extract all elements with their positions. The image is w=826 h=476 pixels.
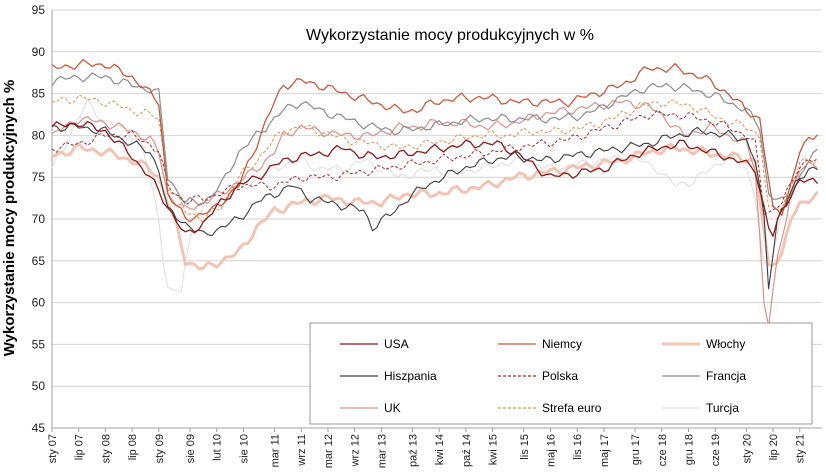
legend-label: Niemcy (542, 337, 582, 351)
x-tick-label: lip 20 (768, 434, 780, 460)
x-tick-label: paź 13 (408, 434, 420, 467)
series-lines (51, 58, 819, 327)
x-tick-label: lis 16 (572, 434, 584, 460)
x-tick-label: lis 15 (519, 434, 531, 460)
x-tick-label: maj 17 (599, 434, 611, 467)
x-tick-label: cze 19 (710, 434, 722, 466)
legend-label: Włochy (706, 337, 745, 351)
x-tick-label: lip 07 (74, 434, 86, 460)
y-tick-label: 90 (32, 45, 46, 59)
x-tick-label: sie 10 (238, 434, 250, 463)
series-line-turcja (51, 98, 818, 293)
x-tick-label: sty 21 (795, 434, 807, 463)
y-tick-label: 50 (32, 379, 46, 393)
x-tick-label: sty 07 (47, 434, 59, 463)
x-tick-label: lip 08 (127, 434, 139, 460)
x-tick-label: lut 10 (212, 434, 224, 461)
y-tick-label: 65 (32, 254, 46, 268)
x-tick-label: gru 18 (683, 434, 695, 465)
y-axis-label: Wykorzystanie mocy produkcyjnych % (1, 80, 18, 356)
y-tick-label: 95 (32, 3, 46, 17)
x-tick-label: mar 11 (270, 434, 282, 467)
y-tick-label: 75 (32, 170, 46, 184)
y-tick-label: 60 (32, 296, 46, 310)
x-tick-label: sty 08 (100, 434, 112, 463)
legend-label: Hiszpania (384, 369, 437, 383)
x-tick-label: sty 20 (741, 434, 753, 463)
y-tick-label: 45 (32, 421, 46, 435)
series-line-niemcy (51, 58, 818, 223)
y-tick-label: 55 (32, 337, 46, 351)
x-tick-label: gru 17 (630, 434, 642, 465)
x-tick-label: kwi 15 (488, 434, 500, 465)
x-tick-label: sty 09 (154, 434, 166, 463)
y-tick-label: 85 (32, 87, 46, 101)
legend-label: Strefa euro (542, 401, 602, 415)
legend-label: USA (384, 337, 409, 351)
y-tick-label: 70 (32, 212, 46, 226)
legend-label: Francja (706, 369, 746, 383)
x-tick-label: mar 12 (323, 434, 335, 468)
y-tick-labels: 45 50 55 60 65 70 75 80 85 90 95 (32, 3, 46, 435)
legend-label: Turcja (706, 401, 739, 415)
x-tick-label: wrz 11 (296, 434, 308, 467)
legend-label: UK (384, 401, 401, 415)
x-tick-label: kwi 14 (434, 434, 446, 465)
axes (51, 10, 822, 432)
series-line-włochy (51, 142, 819, 271)
x-tick-label: wrz 12 (350, 434, 362, 467)
legend-box (309, 322, 813, 425)
x-tick-labels: sty 07 lip 07 sty 08 lip 08 sty 09 sie 09 lut … (47, 434, 807, 468)
series-line-strefa-euro (52, 94, 818, 223)
x-tick-label: cze 18 (657, 434, 669, 466)
x-tick-label: sie 09 (185, 434, 197, 463)
chart-title: Wykorzystanie mocy produkcyjnych w % (306, 27, 594, 44)
legend: USA Niemcy Włochy Hiszpania Polska Francja UK S… (309, 322, 813, 425)
x-tick-label: mar 13 (376, 434, 388, 468)
series-line-polska (51, 109, 818, 215)
series-line-francja (51, 72, 818, 207)
series-line-usa (51, 120, 818, 237)
y-tick-label: 80 (32, 128, 46, 142)
x-tick-label: paź 14 (461, 434, 473, 467)
series-line-hiszpania (51, 123, 818, 290)
x-tick-label: maj 16 (545, 434, 557, 467)
legend-label: Polska (542, 369, 578, 383)
